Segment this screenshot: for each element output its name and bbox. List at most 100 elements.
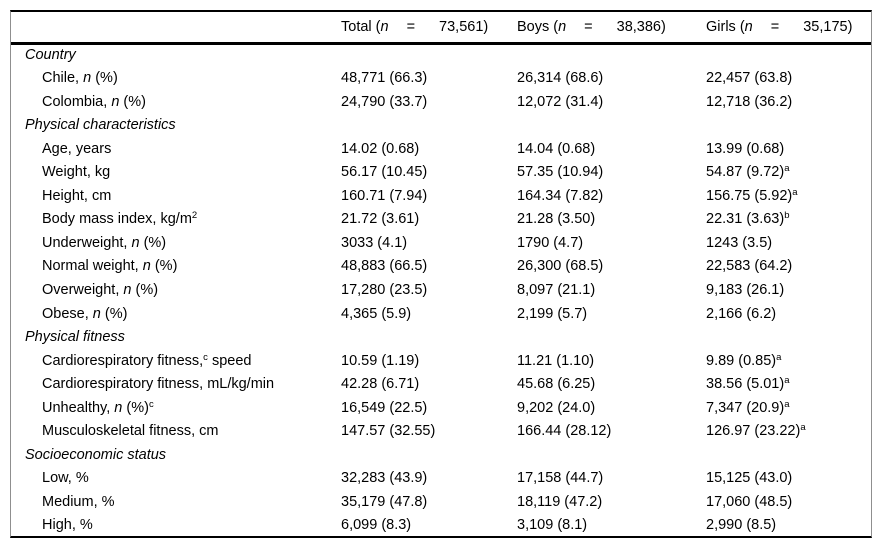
girls-cell: 1243 (3.5) <box>706 231 871 255</box>
text-segment: Cardiorespiratory fitness, <box>42 352 204 369</box>
column-header-girls: Girls (n = 35,175) <box>706 12 871 43</box>
text-segment: 147.57 (32.55) <box>341 423 436 440</box>
text-segment: Total ( <box>341 18 381 35</box>
row-label-cell: High, % <box>11 514 341 538</box>
boys-cell: 14.04 (0.68) <box>517 137 706 161</box>
text-segment: n <box>131 234 140 251</box>
row-label-cell: Musculoskeletal fitness, cm <box>11 420 341 444</box>
text-segment: n <box>111 93 120 110</box>
data-row: Height, cm 160.71 (7.94) 164.34 (7.82) 156.… <box>11 184 871 208</box>
text-segment: 9.89 (0.85) <box>706 352 777 369</box>
boys-cell: 166.44 (28.12) <box>517 420 706 444</box>
text-segment: 57.35 (10.94) <box>517 164 604 181</box>
text-segment: 17,060 (48.5) <box>706 493 793 510</box>
text-segment: 42.28 (6.71) <box>341 376 420 393</box>
text-segment: Underweight, <box>42 234 132 251</box>
girls-cell: 156.75 (5.92)a <box>706 184 871 208</box>
data-row: Body mass index, kg/m2 21.72 (3.61) 21.28 … <box>11 208 871 232</box>
text-segment: 126.97 (23.22) <box>706 423 801 440</box>
girls-cell: 13.99 (0.68) <box>706 137 871 161</box>
girls-cell: 22,583 (64.2) <box>706 255 871 279</box>
text-segment: 38.56 (5.01) <box>706 376 785 393</box>
header-row: Total (n = 73,561) Boys (n = 38,386) Girls (… <box>11 12 871 43</box>
data-row: Weight, kg 56.17 (10.45) 57.35 (10.94) 54.8… <box>11 161 871 185</box>
row-label-cell: Country <box>11 43 341 67</box>
total-cell <box>341 43 517 67</box>
total-cell: 160.71 (7.94) <box>341 184 517 208</box>
boys-cell: 45.68 (6.25) <box>517 373 706 397</box>
total-cell: 147.57 (32.55) <box>341 420 517 444</box>
superscript-marker: 2 <box>191 210 198 222</box>
total-cell: 32,283 (43.9) <box>341 467 517 491</box>
text-segment: Colombia, <box>42 93 112 110</box>
text-segment: 16,549 (22.5) <box>341 399 428 416</box>
text-segment: 54.87 (9.72) <box>706 164 785 181</box>
data-row: Age, years 14.02 (0.68) 14.04 (0.68) 13.99 … <box>11 137 871 161</box>
text-segment: Height, cm <box>42 187 112 204</box>
girls-cell: 54.87 (9.72)a <box>706 161 871 185</box>
row-label-cell: Cardiorespiratory fitness,c speed <box>11 349 341 373</box>
text-segment: 17,280 (23.5) <box>341 281 428 298</box>
text-segment: Obese, <box>42 305 93 322</box>
text-segment: 56.17 (10.45) <box>341 164 428 181</box>
text-segment: Low, % <box>42 470 89 487</box>
total-cell: 35,179 (47.8) <box>341 490 517 514</box>
total-cell: 24,790 (33.7) <box>341 90 517 114</box>
text-segment: 22,583 (64.2) <box>706 258 793 275</box>
boys-cell <box>517 114 706 138</box>
superscript-marker: b <box>784 210 790 222</box>
text-segment: 10.59 (1.19) <box>341 352 420 369</box>
data-row: Cardiorespiratory fitness,c speed 10.59 (… <box>11 349 871 373</box>
total-cell <box>341 443 517 467</box>
text-segment: 26,314 (68.6) <box>517 70 604 87</box>
text-segment: 15,125 (43.0) <box>706 470 793 487</box>
text-segment: 12,072 (31.4) <box>517 93 604 110</box>
row-label-cell: Body mass index, kg/m2 <box>11 208 341 232</box>
text-segment: (%) <box>100 305 128 322</box>
text-segment: Cardiorespiratory fitness, mL/kg/min <box>42 376 275 393</box>
text-segment: n <box>114 399 123 416</box>
data-row: Underweight, n (%) 3033 (4.1) 1790 (4.7) 12… <box>11 231 871 255</box>
table: Total (n = 73,561) Boys (n = 38,386) Girls (… <box>11 12 871 537</box>
superscript-marker: a <box>784 398 790 410</box>
total-cell: 14.02 (0.68) <box>341 137 517 161</box>
text-segment: 160.71 (7.94) <box>341 187 428 204</box>
row-label-cell: Normal weight, n (%) <box>11 255 341 279</box>
boys-cell: 57.35 (10.94) <box>517 161 706 185</box>
total-cell: 6,099 (8.3) <box>341 514 517 538</box>
total-cell: 17,280 (23.5) <box>341 278 517 302</box>
total-cell: 48,771 (66.3) <box>341 67 517 91</box>
text-segment: (%) <box>139 234 167 251</box>
total-cell: 4,365 (5.9) <box>341 302 517 326</box>
text-segment: Normal weight, <box>42 258 143 275</box>
text-segment: (%) <box>150 258 178 275</box>
text-segment: 22,457 (63.8) <box>706 70 793 87</box>
boys-cell: 11.21 (1.10) <box>517 349 706 373</box>
text-segment: High, % <box>42 517 93 534</box>
header-label-cell <box>11 12 341 43</box>
text-segment: = <box>406 18 416 35</box>
text-segment: Boys ( <box>517 18 559 35</box>
boys-cell: 26,314 (68.6) <box>517 67 706 91</box>
section-row: Socioeconomic status <box>11 443 871 467</box>
text-segment: n <box>83 70 92 87</box>
text-segment: 26,300 (68.5) <box>517 258 604 275</box>
text-segment: n <box>744 18 753 35</box>
data-row: Unhealthy, n (%)c 16,549 (22.5) 9,202 (24.… <box>11 396 871 420</box>
row-label-cell: Low, % <box>11 467 341 491</box>
text-segment: 7,347 (20.9) <box>706 399 785 416</box>
girls-cell: 9,183 (26.1) <box>706 278 871 302</box>
text-segment: 6,099 (8.3) <box>341 517 412 534</box>
girls-cell: 7,347 (20.9)a <box>706 396 871 420</box>
text-segment: n <box>123 281 132 298</box>
section-row: Country <box>11 43 871 67</box>
data-row: Medium, % 35,179 (47.8) 18,119 (47.2) 17,06… <box>11 490 871 514</box>
text-segment: 2,199 (5.7) <box>517 305 588 322</box>
text-segment: (%) <box>91 70 118 87</box>
text-segment: 1790 (4.7) <box>517 234 584 251</box>
text-segment: n <box>142 258 151 275</box>
text-segment: 22.31 (3.63) <box>706 211 785 228</box>
text-segment: Body mass index, kg/m <box>42 211 192 228</box>
boys-cell: 12,072 (31.4) <box>517 90 706 114</box>
text-segment: 21.28 (3.50) <box>517 211 596 228</box>
